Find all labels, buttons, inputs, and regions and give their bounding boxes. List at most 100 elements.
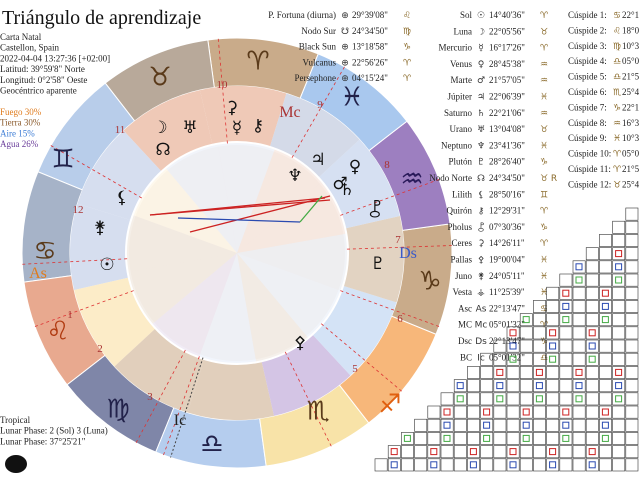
- element-share: Tierra 30%: [0, 118, 41, 128]
- cusp-position: 22°13'47": [622, 10, 639, 20]
- point-sign: ♓: [540, 288, 548, 298]
- planet-glyph: ♂: [332, 174, 347, 194]
- point-sign: ♈: [403, 58, 412, 68]
- cusp-position: 10°38'34": [622, 41, 639, 51]
- aspect-cell: [440, 392, 454, 406]
- aspect-cell: [440, 445, 454, 459]
- point-name: Vulcanus: [303, 57, 337, 67]
- point-name: Sol: [460, 10, 473, 20]
- point-symbol: ♀: [478, 60, 485, 70]
- cusp-position: 16°31'22": [622, 118, 639, 128]
- aspect-mark: [535, 395, 543, 403]
- point-name: MC: [458, 320, 472, 330]
- aspect-mark: [522, 408, 530, 416]
- cusp-label: Cúspide 9:: [568, 133, 607, 143]
- inner-wedge: [128, 253, 237, 324]
- aspect-cell: [599, 234, 612, 247]
- aspect-mark: [615, 382, 623, 390]
- angle-label: As: [29, 265, 47, 282]
- aspect-cell: [559, 326, 573, 340]
- aspect-cell: [599, 300, 612, 313]
- aspect-mark: [549, 461, 557, 469]
- chart-info: Geocéntrico aparente: [0, 86, 77, 96]
- aspect-cell: [572, 339, 586, 353]
- aspect-cell: [559, 366, 573, 379]
- aspect-mark: [562, 421, 570, 429]
- point-symbol: ⚶: [477, 288, 485, 298]
- aspect-cell: [414, 432, 428, 445]
- aspect-mark: [615, 250, 623, 258]
- sign-glyph: ♈: [246, 47, 269, 77]
- aspect-mark: [535, 382, 543, 390]
- aspect-mark: [575, 368, 583, 376]
- aspect-cell: [572, 366, 586, 379]
- aspect-cell: [493, 458, 507, 472]
- aspect-mark: [601, 316, 609, 324]
- aspect-mark: [522, 421, 530, 429]
- point-position: 22°56'26": [352, 57, 388, 67]
- aspect-mark: [562, 302, 570, 310]
- aspect-cell: [533, 392, 546, 406]
- point-symbol: ⚵: [478, 272, 485, 282]
- aspect-cell: [467, 405, 480, 419]
- aspect-cell: [559, 352, 573, 366]
- inner-wedge: [199, 253, 257, 363]
- aspect-cell: [401, 458, 414, 472]
- aspect-cell: [546, 445, 560, 459]
- point-name: Saturno: [444, 108, 472, 118]
- planet-glyph: ⚷: [252, 116, 264, 136]
- aspect-mark: [456, 382, 464, 390]
- point-position: 22°21'06": [489, 108, 525, 118]
- aspect-cell: [572, 286, 586, 300]
- aspect-cell: [480, 405, 494, 419]
- point-position: 11°25'39": [489, 287, 525, 297]
- aspect-cell: [493, 339, 507, 353]
- aspect-mark: [575, 382, 583, 390]
- aspect-cell: [585, 300, 599, 313]
- aspect-cell: [599, 432, 612, 445]
- aspect-cell: [585, 326, 599, 340]
- aspect-cell: [506, 392, 520, 406]
- point-symbol: ☊: [477, 174, 485, 184]
- point-sign: ♈: [540, 44, 549, 54]
- aspect-cell: [453, 458, 467, 472]
- point-name: Marte: [451, 75, 473, 85]
- chart-info: Carta Natal: [0, 32, 42, 42]
- aspect-cell: [493, 432, 507, 445]
- aspect-cell: [612, 379, 626, 393]
- aspect-cell: [585, 445, 599, 459]
- point-symbol: ♄: [477, 109, 485, 119]
- aspect-cell: [533, 326, 546, 340]
- point-name: Júpiter: [448, 92, 473, 102]
- aspect-mark: [601, 408, 609, 416]
- aspect-cell: [572, 418, 586, 432]
- point-name: BC: [460, 352, 472, 362]
- ic-axis: [170, 357, 204, 458]
- aspect-cell: [612, 300, 626, 313]
- sign-glyph: ♍: [106, 395, 129, 425]
- aspect-cell: [585, 432, 599, 445]
- house-number: 2: [97, 343, 103, 355]
- aspect-cell: [467, 418, 480, 432]
- point-symbol: ⊕: [341, 11, 349, 21]
- aspect-cell: [559, 379, 573, 393]
- point-symbol: ♆: [477, 141, 485, 151]
- aspect-cell: [506, 379, 520, 393]
- point-position: 16°17'26": [489, 43, 525, 53]
- planet-glyph: ☿: [232, 118, 242, 138]
- aspect-cell: [480, 418, 494, 432]
- aspect-mark: [549, 448, 557, 456]
- cusp-sign: ♏: [613, 88, 621, 98]
- planet-glyph: ♄: [339, 180, 354, 200]
- cusp-sign: ♎: [613, 73, 621, 83]
- point-sign: ♈: [540, 11, 549, 21]
- aspect-mark: [469, 461, 477, 469]
- aspect-line: [149, 197, 326, 216]
- aspect-cell: [559, 405, 573, 419]
- planet-glyph: ⚵: [94, 218, 106, 238]
- aspect-cell: [625, 339, 639, 353]
- aspect-mark: [483, 434, 491, 442]
- aspect-mark: [483, 421, 491, 429]
- cusp-position: 18°05'38": [622, 25, 639, 35]
- aspect-cell: [612, 392, 626, 406]
